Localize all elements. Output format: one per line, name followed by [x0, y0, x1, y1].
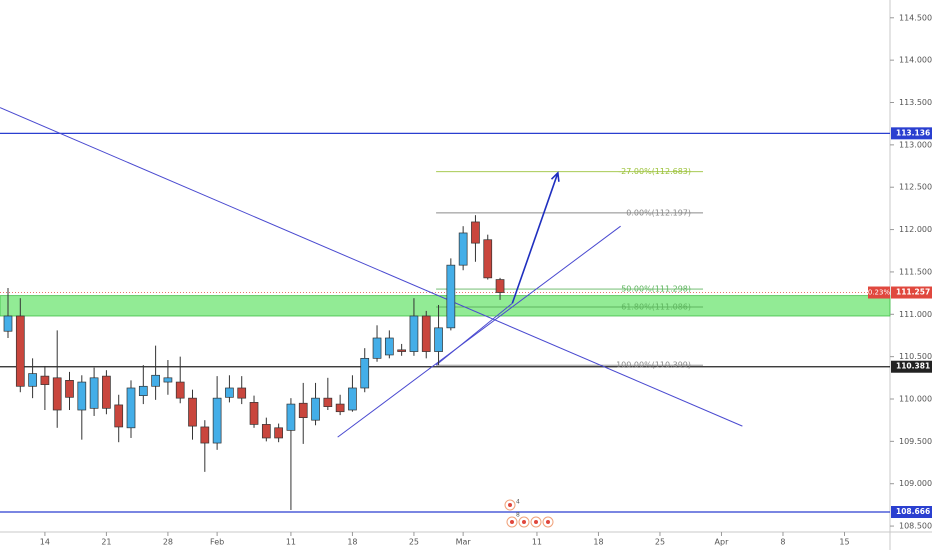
y-tick-label: 112.000 — [899, 225, 932, 234]
candle-body — [163, 377, 173, 383]
candle-body — [335, 403, 345, 413]
trendline — [337, 225, 621, 438]
event-marker — [522, 520, 526, 524]
candle-body — [446, 264, 456, 329]
candle-body — [434, 327, 443, 352]
fib-label: 50.00%(111.298) — [621, 285, 691, 294]
price-label: 110.381 — [896, 362, 930, 371]
y-tick-label: 112.500 — [899, 183, 932, 192]
arrow-head — [550, 171, 560, 182]
x-tick-label: 8 — [780, 538, 785, 547]
x-tick-label: 18 — [593, 538, 603, 547]
x-tick-label: 14 — [40, 538, 50, 547]
candle-body — [323, 397, 333, 407]
candle-body — [384, 337, 394, 356]
x-tick-label: 21 — [101, 538, 111, 547]
candle-body — [126, 387, 136, 429]
candle-body — [65, 380, 74, 398]
event-marker — [508, 503, 512, 507]
candle-body — [188, 397, 197, 427]
event-marker — [510, 520, 514, 524]
candle-body — [225, 387, 234, 398]
x-tick-label: Mar — [456, 538, 472, 547]
price-label: 113.136 — [896, 128, 930, 137]
candle-body — [372, 337, 382, 359]
candle-body — [261, 424, 271, 439]
candle-body — [15, 315, 25, 387]
change-label-box — [868, 286, 890, 299]
candle-body — [458, 232, 468, 266]
y-tick-label: 109.500 — [899, 437, 932, 446]
candle-body — [151, 374, 160, 387]
candle-body — [397, 349, 406, 352]
candle-body — [237, 387, 247, 399]
event-label: 8 — [516, 512, 520, 519]
candle-body — [311, 397, 320, 421]
candle-body — [409, 315, 419, 352]
trendline — [0, 107, 743, 427]
y-tick-label: 110.500 — [899, 352, 932, 361]
candle-body — [274, 427, 283, 439]
price-label-box — [891, 127, 932, 140]
candle-body — [138, 385, 148, 396]
x-tick-label: Apr — [715, 538, 730, 547]
event-marker — [546, 520, 550, 524]
candle-body — [286, 403, 296, 431]
y-tick-label: 114.000 — [899, 56, 932, 65]
candle-body — [77, 381, 87, 411]
x-tick-label: 18 — [347, 538, 357, 547]
y-tick-label: 113.000 — [899, 140, 932, 149]
event-label: 4 — [516, 499, 520, 506]
candle-body — [102, 375, 111, 409]
x-tick-label: 28 — [163, 538, 173, 547]
candle-body — [40, 375, 50, 385]
fib-label: 100.00%(110.399) — [616, 361, 691, 370]
event-marker — [534, 520, 538, 524]
candle-body — [200, 426, 210, 444]
x-tick-label: 11 — [532, 538, 542, 547]
fib-label: 61.80%(111.086) — [621, 303, 691, 312]
candle-body — [298, 402, 308, 418]
event-markers: 4 8 — [504, 499, 554, 528]
candle-body — [52, 377, 62, 411]
price-label: 111.257 — [896, 288, 930, 297]
y-tick-label: 110.000 — [899, 395, 932, 404]
candle-body — [89, 377, 99, 409]
change-label: 0.23% — [868, 289, 891, 297]
y-tick-label: 109.000 — [899, 479, 932, 488]
y-tick-label: 111.500 — [899, 267, 932, 276]
x-tick-label: Feb — [210, 538, 224, 547]
candle-body — [348, 387, 357, 411]
candle-body — [175, 381, 185, 399]
x-tick-label: 11 — [286, 538, 296, 547]
price-label-box — [891, 506, 932, 519]
candle-body — [212, 397, 222, 444]
price-label-box — [891, 360, 932, 373]
x-tick-label: 25 — [655, 538, 665, 547]
candle-body — [360, 357, 370, 389]
x-tick-label: 25 — [409, 538, 419, 547]
price-label-box — [891, 286, 932, 299]
candle-body — [495, 279, 505, 293]
price-label: 108.666 — [896, 507, 930, 516]
fib-label: 0.00%(112.197) — [626, 208, 691, 217]
y-tick-label: 108.500 — [899, 522, 932, 531]
support-zone — [0, 295, 891, 317]
fib-label: -27.00%(112.683) — [618, 167, 691, 176]
arrow — [511, 172, 559, 304]
y-tick-label: 114.500 — [899, 13, 932, 22]
candle-body — [421, 315, 431, 352]
candle-body — [3, 315, 13, 332]
trendline — [435, 302, 513, 366]
candle-body — [483, 239, 493, 279]
candle-body — [114, 404, 124, 428]
y-tick-label: 113.500 — [899, 98, 932, 107]
candle-body — [471, 221, 480, 244]
candle-body — [28, 373, 37, 387]
y-tick-label: 111.000 — [899, 310, 932, 319]
x-tick-label: 15 — [839, 538, 849, 547]
candle-body — [249, 402, 259, 425]
